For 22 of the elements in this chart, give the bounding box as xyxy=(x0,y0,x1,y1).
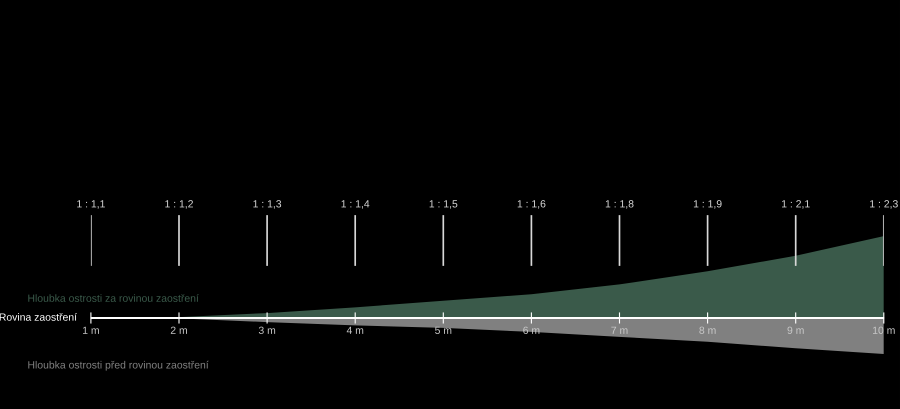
x-tick-label: 5 m xyxy=(435,326,452,334)
x-tick-label: 4 m xyxy=(346,326,364,334)
x-tick-label: 9 m xyxy=(788,326,804,334)
x-tick-label: 3 m xyxy=(258,326,276,334)
annotation: 1 : 1,3 xyxy=(253,200,282,209)
x-tick-label: 10 m xyxy=(873,326,895,334)
x-tick-label: 8 m xyxy=(699,326,716,334)
annotation: 1 : 1,8 xyxy=(606,200,634,209)
annotation: 1 : 1,4 xyxy=(342,200,370,209)
annotation: 1 : 1,5 xyxy=(430,200,458,209)
ref-line-label: Rovina zaostření xyxy=(0,313,77,321)
annotation: 1 : 1,9 xyxy=(694,200,722,209)
annotation: 1 : 1,2 xyxy=(165,200,193,209)
annotation: 1 : 2,3 xyxy=(870,200,898,209)
series-label: Hloubka ostrosti za rovinou zaostření xyxy=(28,294,199,302)
x-tick-label: 7 m xyxy=(611,326,628,334)
text: Hloubka ostrosti před rovinou zaostření xyxy=(28,360,209,371)
x-tick-label: 2 m xyxy=(170,326,187,334)
x-tick-label: 1 m xyxy=(83,326,99,334)
annotation: 1 : 1,6 xyxy=(518,200,546,209)
annotation: 1 : 1,1 xyxy=(77,200,105,209)
annotation: 1 : 2,1 xyxy=(782,200,810,209)
